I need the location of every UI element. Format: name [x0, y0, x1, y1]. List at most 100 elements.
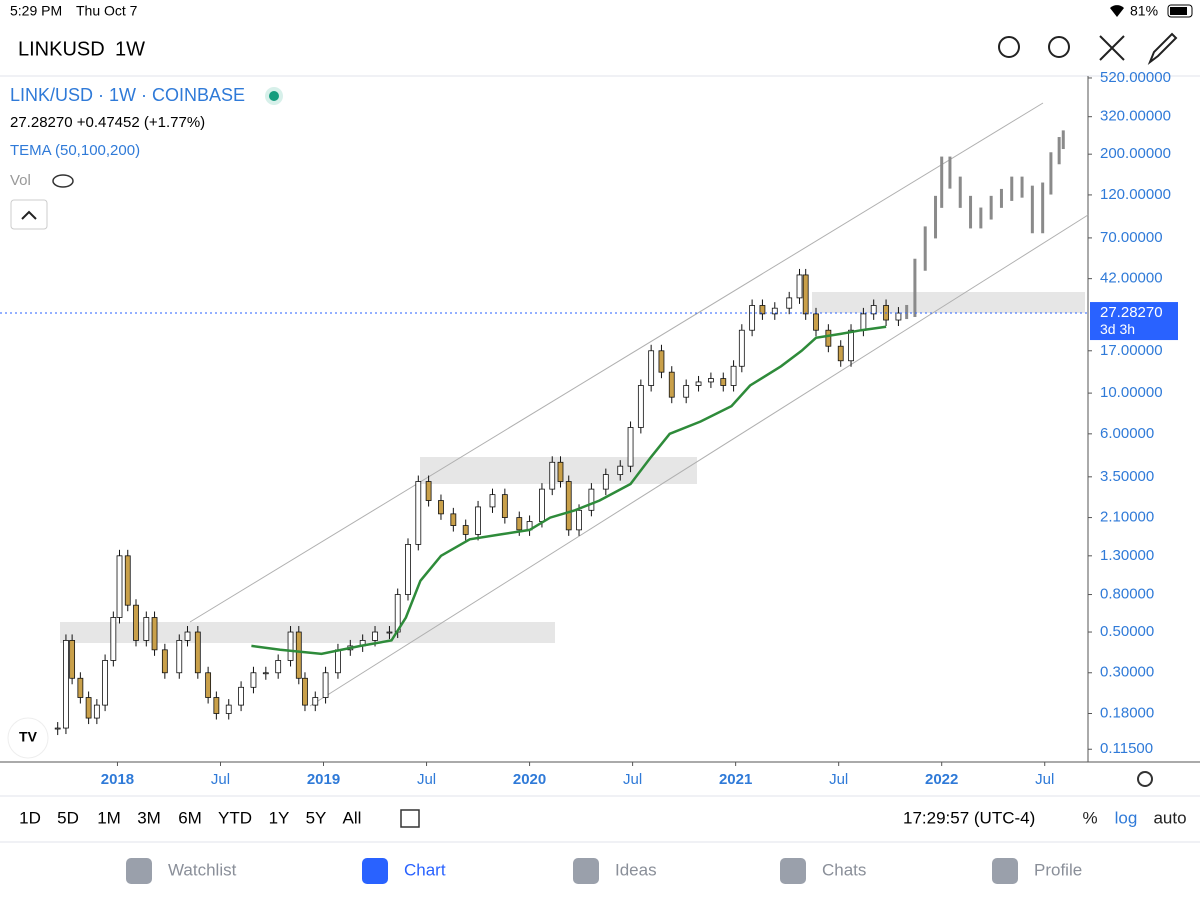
tab-label[interactable]: Watchlist [168, 860, 237, 879]
candle-body [116, 555, 123, 618]
date-range-icon[interactable] [400, 809, 420, 828]
draw-icon[interactable] [1147, 32, 1178, 65]
candle-body [275, 660, 282, 674]
candle-body [194, 631, 201, 674]
tab-bar: Watchlist Chart Ideas Chats Profile [126, 858, 1082, 884]
x-tick-label: 2019 [307, 771, 340, 788]
scale-buttons: % log auto [1082, 808, 1186, 827]
alert-add-icon[interactable] [998, 36, 1020, 58]
candle-body [738, 329, 745, 367]
y-tick-label: 0.30000 [1100, 664, 1154, 681]
candle-body [895, 312, 902, 321]
candle-body [54, 727, 61, 730]
candle-body [161, 649, 168, 674]
range-button[interactable]: YTD [218, 808, 252, 827]
x-tick-label: 2018 [101, 771, 134, 788]
projection-bar [948, 156, 952, 189]
wifi-icon [1110, 5, 1124, 17]
candle-body [372, 631, 378, 641]
range-button[interactable]: 5D [57, 808, 79, 827]
candle-body [322, 672, 329, 698]
scale-button[interactable]: auto [1153, 808, 1186, 827]
candle-body [262, 672, 269, 675]
candle-body [176, 640, 183, 674]
tab-label[interactable]: Chats [822, 860, 866, 879]
symbol[interactable]: LINKUSD [18, 38, 105, 60]
scale-button[interactable]: % [1082, 808, 1097, 827]
candle-body [557, 461, 564, 482]
x-tick-label: Jul [417, 771, 436, 788]
projection-bar [923, 226, 927, 271]
range-button[interactable]: 6M [178, 808, 202, 827]
alert-list-icon[interactable] [1048, 36, 1070, 58]
projection-bar [934, 195, 938, 239]
candle-body [813, 313, 819, 331]
logo[interactable] [7, 717, 49, 759]
tab-icon[interactable] [126, 858, 152, 884]
range-button[interactable]: 1D [19, 808, 41, 827]
tab-icon[interactable] [362, 858, 388, 884]
battery-level [1170, 7, 1187, 15]
legend-title: LINK/USD · 1W · COINBASE [10, 85, 245, 105]
candle-body [637, 385, 644, 428]
status-dot [269, 91, 279, 101]
candle-body [668, 371, 675, 398]
tab-icon[interactable] [573, 858, 599, 884]
tab-icon[interactable] [780, 858, 806, 884]
projection-bar [940, 156, 944, 208]
candle-body [870, 305, 877, 315]
candle-body [143, 617, 150, 641]
header-icons [998, 32, 1178, 65]
legend-quote: 27.28270 +0.47452 (+1.77%) [10, 114, 205, 131]
candle-body [287, 631, 294, 661]
y-tick-label: 0.80000 [1100, 586, 1154, 603]
tab-label[interactable]: Chart [404, 860, 446, 879]
candle-body [450, 513, 457, 526]
candle-body [77, 677, 84, 698]
range-button[interactable]: 1Y [269, 808, 290, 827]
scale-button[interactable]: log [1115, 808, 1138, 827]
candle-body [759, 305, 766, 315]
candle-body [837, 345, 844, 362]
candle-body [85, 697, 92, 719]
collapse-button[interactable] [10, 199, 48, 230]
price-tag-label: 27.28270 [1100, 304, 1163, 321]
candle-body [462, 525, 469, 535]
tab-label[interactable]: Ideas [615, 860, 657, 879]
battery-icon [1167, 4, 1193, 18]
candle-body [489, 494, 496, 508]
range-button[interactable]: 5Y [306, 808, 327, 827]
plot [54, 130, 1065, 736]
projection-bar [979, 207, 983, 229]
x-tick-label: Jul [623, 771, 642, 788]
candle-body [516, 517, 523, 531]
candle-body [184, 631, 191, 641]
interval[interactable]: 1W [115, 38, 145, 60]
hide-icon[interactable] [52, 174, 74, 188]
candle-body [588, 488, 595, 511]
candle-body [386, 631, 393, 634]
candle-body [720, 378, 727, 386]
range-button[interactable]: 1M [97, 808, 121, 827]
candle-body [415, 481, 422, 545]
range-button[interactable]: All [343, 808, 362, 827]
legend-volume[interactable]: Vol [10, 172, 31, 189]
status-date: Thu Oct 7 [76, 3, 138, 19]
tab-label[interactable]: Profile [1034, 860, 1082, 879]
status-time: 5:29 PM [10, 3, 62, 19]
price-tag-countdown: 3d 3h [1100, 321, 1135, 337]
candle-body [302, 677, 308, 706]
tools-icon[interactable] [1099, 35, 1125, 61]
tab-icon[interactable] [992, 858, 1018, 884]
settings-icon[interactable] [1137, 771, 1153, 787]
range-button[interactable]: 3M [137, 808, 161, 827]
candle-body [648, 350, 655, 386]
range-buttons: 1D 5D 1M 3M 6M YTD 1Y 5Y All [19, 808, 361, 827]
y-tick-label: 1.30000 [1100, 547, 1154, 564]
candle-body [860, 313, 867, 331]
candle-body [93, 704, 100, 719]
candle-body [730, 365, 737, 386]
legend-indicator[interactable]: TEMA (50,100,200) [10, 142, 140, 159]
candle-body [708, 378, 714, 383]
